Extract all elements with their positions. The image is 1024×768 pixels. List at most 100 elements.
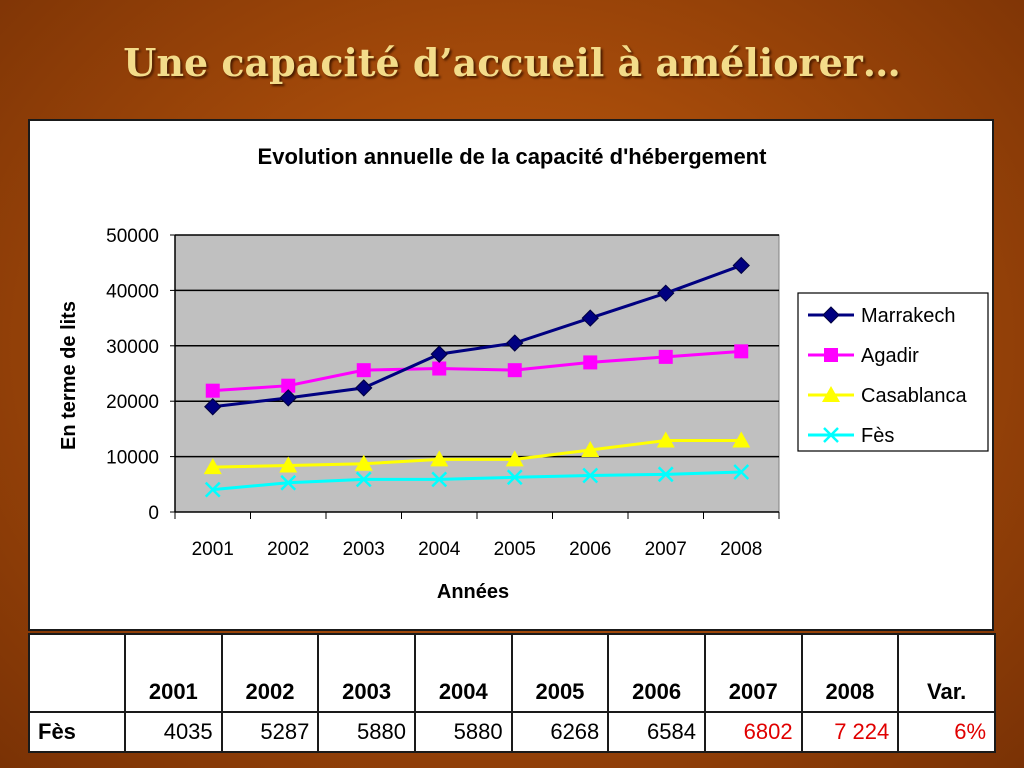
chart-panel: Evolution annuelle de la capacité d'hébe… (28, 119, 994, 631)
x-tick-label: 2003 (343, 539, 385, 560)
table-header-2005: 2005 (510, 633, 610, 713)
series-casablanca (203, 431, 751, 475)
legend: Marrakech Agadir Casablanca Fès (797, 292, 989, 452)
data-point (281, 378, 296, 393)
data-point (432, 361, 447, 376)
legend-item: Casablanca (808, 385, 968, 407)
marker-stroke (355, 471, 372, 488)
table-cell: 5287 (220, 711, 320, 753)
chart-title: Evolution annuelle de la capacité d'hébe… (258, 144, 768, 169)
y-axis-label: En terme de lits (58, 301, 80, 450)
table-header-var: Var. (897, 633, 996, 713)
x-tick-label: 2006 (569, 539, 611, 560)
legend-marker (824, 348, 838, 362)
data-point (430, 345, 448, 363)
y-tick-label: 10000 (106, 448, 159, 469)
data-point (581, 440, 600, 457)
table-cell: 7 224 (800, 711, 900, 753)
data-point (279, 389, 297, 407)
table-cell: 6268 (510, 711, 610, 753)
table-row: Fès 4035 5287 5880 5880 6268 6584 6802 7… (28, 711, 996, 753)
series-agadir (205, 344, 749, 398)
data-point (280, 474, 297, 491)
marker-stroke (582, 467, 599, 484)
x-tick-label: 2004 (418, 539, 461, 560)
marker-stroke (733, 464, 750, 480)
data-point (583, 355, 598, 370)
table-header-2002: 2002 (220, 633, 320, 713)
data-point (657, 284, 675, 302)
data-point (205, 383, 220, 398)
data-point (505, 450, 524, 467)
legend-label: Marrakech (861, 305, 955, 327)
data-point (431, 471, 448, 488)
table-header-corner (28, 633, 126, 713)
y-tick-label: 0 (148, 503, 159, 524)
x-axis-label: Années (437, 581, 509, 603)
y-tick-label: 50000 (106, 226, 159, 247)
table-cell: 6802 (703, 711, 803, 753)
data-point (732, 431, 751, 448)
series-marrakech (204, 256, 750, 416)
series-line (212, 264, 742, 409)
table-header-row: 2001 2002 2003 2004 2005 2006 2007 2008 … (28, 633, 996, 713)
data-point (204, 481, 221, 498)
table-header-2006: 2006 (607, 633, 706, 713)
marker-stroke (204, 481, 221, 498)
x-tick-label: 2008 (720, 539, 762, 560)
y-tick-label: 30000 (106, 337, 159, 358)
legend-marker (823, 427, 839, 443)
data-point (506, 469, 523, 486)
x-tick-label: 2007 (645, 539, 687, 560)
data-point (732, 256, 750, 275)
data-point (658, 349, 673, 364)
data-point (656, 431, 675, 448)
marker-stroke (506, 469, 523, 486)
data-point (354, 454, 373, 471)
series-line (212, 349, 742, 393)
table-header-2008: 2008 (800, 633, 900, 713)
legend-label: Fès (861, 425, 894, 447)
data-point (507, 363, 522, 378)
data-table: 2001 2002 2003 2004 2005 2006 2007 2008 … (28, 633, 996, 753)
table-header-2001: 2001 (124, 633, 223, 713)
data-point (506, 334, 524, 352)
data-point (733, 464, 750, 480)
plot-area (174, 234, 780, 513)
table-row-label: Fès (28, 711, 126, 753)
data-point (657, 466, 674, 483)
table-cell: 4035 (124, 711, 223, 753)
series-f-s (204, 464, 750, 498)
series-line (212, 439, 742, 469)
table-cell: 6584 (607, 711, 706, 753)
y-tick-label: 20000 (106, 392, 159, 413)
x-tick-label: 2005 (494, 539, 536, 560)
y-tick-label: 40000 (106, 281, 159, 302)
data-point (203, 458, 222, 475)
legend-label: Casablanca (861, 385, 968, 407)
marker-stroke (431, 471, 448, 488)
marker-stroke (280, 474, 297, 491)
table-cell: 5880 (317, 711, 416, 753)
table-header-2004: 2004 (413, 633, 513, 713)
data-point (279, 456, 298, 473)
data-point (355, 379, 373, 397)
data-point (355, 471, 372, 488)
marker-stroke (657, 466, 674, 483)
table-header-2007: 2007 (703, 633, 803, 713)
line-chart: Evolution annuelle de la capacité d'hébe… (58, 144, 989, 603)
data-point (430, 450, 449, 467)
table-cell: 5880 (413, 711, 513, 753)
legend-item: Agadir (808, 345, 919, 367)
slide-title: Une capacité d’accueil à améliorer… (123, 40, 901, 85)
marker-stroke (823, 427, 839, 443)
x-tick-label: 2001 (192, 539, 234, 560)
table-cell: 6% (897, 711, 996, 753)
x-tick-label: 2002 (267, 539, 309, 560)
legend-marker (822, 306, 840, 324)
legend-item: Fès (808, 425, 894, 447)
data-point (582, 467, 599, 484)
data-point (356, 363, 371, 378)
data-point (204, 398, 222, 416)
table-header-2003: 2003 (317, 633, 416, 713)
